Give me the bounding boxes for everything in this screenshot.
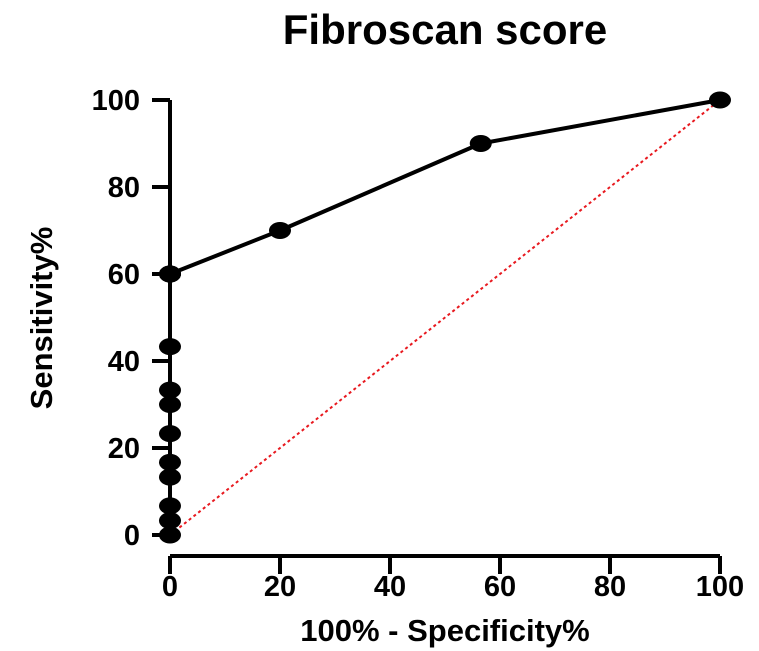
x-tick-label: 60: [484, 571, 516, 603]
y-axis-title: Sensitivity%: [24, 227, 59, 410]
y-tick-label: 0: [124, 520, 140, 552]
roc-point: [159, 497, 181, 515]
roc-point: [159, 265, 181, 283]
y-ticks: 0 20 40 60 80 100: [92, 85, 170, 552]
axes: [168, 100, 720, 558]
roc-point: [159, 453, 181, 471]
y-tick-label: 40: [108, 346, 140, 378]
y-tick-label: 20: [108, 433, 140, 465]
y-tick-label: 80: [108, 172, 140, 204]
x-axis-title: 100% - Specificity%: [300, 613, 589, 648]
y-tick-label: 60: [108, 259, 140, 291]
x-tick-label: 100: [696, 571, 744, 603]
x-tick-label: 20: [264, 571, 296, 603]
roc-point: [159, 396, 181, 413]
roc-point: [159, 526, 181, 544]
y-tick-label: 100: [92, 85, 140, 117]
roc-point: [159, 381, 181, 399]
roc-point: [159, 338, 181, 356]
roc-point: [159, 425, 181, 443]
chart-title: Fibroscan score: [283, 6, 607, 53]
roc-point: [269, 222, 291, 239]
roc-point: [709, 91, 731, 109]
x-ticks: 0 20 40 60 80 100: [162, 556, 744, 603]
x-tick-label: 0: [162, 571, 178, 603]
roc-point: [159, 512, 181, 530]
x-tick-label: 80: [594, 571, 626, 603]
roc-points: [159, 91, 731, 544]
roc-point: [469, 135, 492, 152]
reference-diagonal-line: [169, 99, 721, 536]
x-tick-label: 40: [374, 571, 406, 603]
roc-point: [159, 468, 181, 486]
